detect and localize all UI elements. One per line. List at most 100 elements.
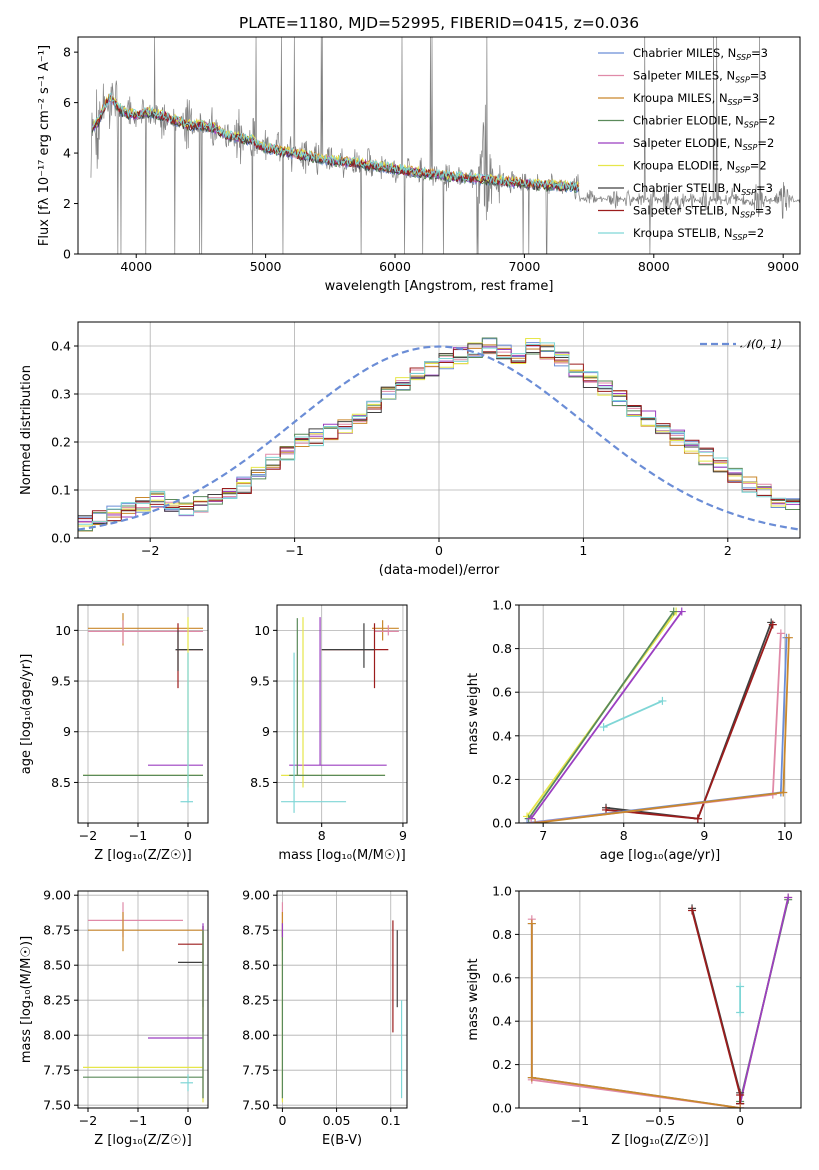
error-cross bbox=[321, 623, 389, 689]
y-tick-label: 8.75 bbox=[43, 923, 71, 938]
model-spectrum bbox=[92, 94, 580, 192]
model-spectrum bbox=[92, 95, 580, 191]
weight-marker bbox=[779, 788, 788, 797]
panel-age-vs-Z: −2 −1 0 8.5 9 9.5 10 Z [log₁₀(Z/Z☉)] age [log₁₀(… bbox=[19, 604, 209, 863]
x-tick-label: −1 bbox=[129, 1113, 147, 1128]
y-tick-label: 0.2 bbox=[492, 772, 512, 787]
model-spectrum bbox=[91, 97, 580, 192]
legend-entry: Chabrier MILES, NSSP=3 bbox=[633, 46, 768, 62]
y-tick-label: 0.0 bbox=[51, 531, 71, 546]
x-tick-label: 8 bbox=[620, 828, 628, 843]
weight-line bbox=[739, 897, 790, 1104]
weight-marker bbox=[693, 814, 702, 823]
error-cross bbox=[175, 623, 203, 689]
weight-marker bbox=[602, 805, 611, 814]
plot-area-age-vs-mass bbox=[281, 617, 399, 813]
y-tick-label: 0.6 bbox=[492, 970, 512, 985]
legend-entry: Kroupa ELODIE, NSSP=2 bbox=[633, 159, 767, 175]
weight-line bbox=[526, 637, 788, 823]
x-tick-label: 2 bbox=[724, 543, 732, 558]
legend: Chabrier MILES, NSSP=3 Salpeter MILES, NS… bbox=[598, 46, 775, 242]
x-tick-label: 8 bbox=[318, 828, 326, 843]
error-cross bbox=[88, 902, 183, 938]
y-tick-label: 0 bbox=[63, 247, 71, 262]
y-tick-label: 6 bbox=[63, 95, 71, 110]
weight-marker bbox=[527, 919, 536, 928]
y-axis-label: Normed distribution bbox=[19, 365, 34, 495]
error-cross bbox=[289, 617, 387, 766]
y-tick-label: 9 bbox=[63, 724, 71, 739]
x-tick-label: −1 bbox=[129, 828, 147, 843]
weight-line bbox=[530, 919, 741, 1108]
weight-line bbox=[691, 910, 742, 1104]
y-tick-label: 0.2 bbox=[51, 435, 71, 450]
error-cross bbox=[83, 930, 204, 1099]
axes-frame bbox=[276, 890, 408, 1109]
y-tick-label: 7.50 bbox=[43, 1098, 71, 1113]
model-spectrum bbox=[91, 92, 580, 191]
error-cross bbox=[178, 926, 204, 1008]
x-tick-label: 0 bbox=[435, 543, 443, 558]
weight-marker bbox=[669, 607, 678, 616]
y-tick-label: 8.50 bbox=[242, 958, 270, 973]
x-axis-label: mass [log₁₀(M/M☉)] bbox=[278, 848, 405, 863]
y-tick-label: 8.75 bbox=[242, 923, 270, 938]
x-tick-label: 9 bbox=[700, 828, 708, 843]
y-tick-label: 0.4 bbox=[492, 1014, 512, 1029]
x-tick-label: −2 bbox=[79, 828, 97, 843]
plot-area-massweight-vs-Z bbox=[527, 893, 793, 1108]
weight-line bbox=[605, 622, 773, 820]
axes-frame bbox=[77, 890, 209, 1109]
y-tick-label: 0.8 bbox=[492, 641, 512, 656]
y-tick-label: 8.25 bbox=[43, 993, 71, 1008]
model-spectrum bbox=[91, 96, 580, 193]
y-tick-label: 9 bbox=[262, 724, 270, 739]
panel-spectrum: Chabrier MILES, NSSP=3 Salpeter MILES, NS… bbox=[37, 14, 801, 294]
x-tick-label: −0.5 bbox=[645, 1113, 675, 1128]
axes-frame bbox=[518, 604, 802, 824]
legend-entry: Salpeter STELIB, NSSP=3 bbox=[633, 204, 772, 220]
y-axis-label: Flux [fλ 10⁻¹⁷ erg cm⁻² s⁻¹ A⁻¹] bbox=[37, 45, 52, 246]
chart-title: PLATE=1180, MJD=52995, FIBERID=0415, z=0… bbox=[239, 14, 639, 32]
error-cross bbox=[374, 625, 399, 636]
error-cross bbox=[83, 617, 203, 788]
plot-area-spectrum bbox=[90, 37, 800, 254]
x-tick-label: 0.1 bbox=[381, 1113, 401, 1128]
weight-marker bbox=[677, 607, 686, 616]
error-cross bbox=[83, 930, 204, 1103]
y-axis-label: mass weight bbox=[466, 673, 481, 755]
weight-marker bbox=[523, 819, 532, 823]
y-tick-label: 8.5 bbox=[250, 775, 270, 790]
y-tick-label: 8.00 bbox=[43, 1028, 71, 1043]
error-cross bbox=[88, 912, 203, 952]
y-tick-label: 10 bbox=[254, 623, 270, 638]
plot-area-age-vs-Z bbox=[83, 613, 203, 803]
weight-marker bbox=[658, 696, 667, 705]
x-tick-label: 1 bbox=[579, 543, 587, 558]
y-tick-label: 0.8 bbox=[492, 927, 512, 942]
x-tick-label: 4000 bbox=[120, 259, 152, 274]
weight-line bbox=[530, 923, 741, 1108]
error-cross bbox=[281, 617, 386, 788]
y-tick-label: 7.75 bbox=[242, 1063, 270, 1078]
error-cross bbox=[281, 652, 347, 813]
panel-massweight-vs-age: 7 8 9 10 0.0 0.2 0.4 0.6 0.8 1.0 age [log₁₀(age/yr… bbox=[466, 598, 802, 863]
x-tick-label: 9 bbox=[399, 828, 407, 843]
x-tick-label: 0 bbox=[184, 828, 192, 843]
y-tick-label: 9.5 bbox=[250, 674, 270, 689]
y-tick-label: 9.5 bbox=[51, 674, 71, 689]
error-cross bbox=[88, 620, 203, 644]
legend-entry: Kroupa STELIB, NSSP=2 bbox=[633, 226, 764, 242]
weight-marker bbox=[767, 618, 776, 627]
axes-frame bbox=[276, 604, 408, 824]
model-spectrum bbox=[91, 93, 580, 192]
panel-mass-vs-Z: −2 −1 0 7.50 7.75 8.00 8.25 8.50 8.75 9.00 Z [log₁… bbox=[19, 888, 209, 1148]
weight-line bbox=[530, 923, 741, 1108]
weight-marker bbox=[599, 723, 608, 732]
legend-entry: Kroupa MILES, NSSP=3 bbox=[633, 91, 759, 107]
legend-entry: Salpeter MILES, NSSP=3 bbox=[633, 69, 767, 85]
weight-marker bbox=[531, 819, 540, 823]
x-tick-label: 10 bbox=[777, 828, 793, 843]
panel-mass-vs-EBV: 0 0.05 0.1 7.50 7.75 8.00 8.25 8.50 8.75 9.00 E(B-… bbox=[242, 888, 408, 1148]
